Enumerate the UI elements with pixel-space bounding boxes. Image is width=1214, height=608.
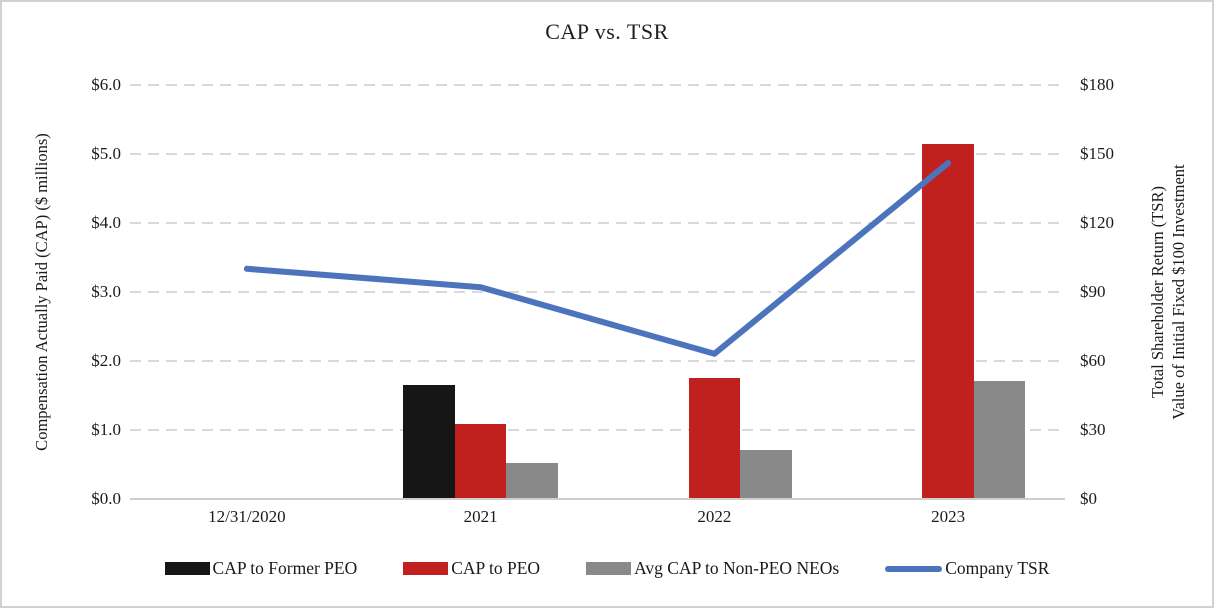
x-axis-label-2022: 2022 [697,507,732,526]
x-axis-line [130,497,1065,500]
gridline [130,152,1065,155]
legend-label: CAP to PEO [451,558,541,578]
right-axis-title-line2: Value of Initial Fixed $100 Investment [1169,164,1188,420]
gridline [130,359,1065,362]
left-axis-tick-label: $3.0 [91,281,121,301]
left-axis-tick-label: $5.0 [91,143,121,163]
legend-label: CAP to Former PEO [212,558,358,578]
legend-item-cap-to-peo: CAP to PEO [403,558,540,579]
right-axis-tick-label: $150 [1080,143,1114,163]
right-axis-tick-label: $90 [1080,281,1106,301]
legend-label: Company TSR [945,558,1050,578]
legend-item-company-tsr: Company TSR [885,558,1049,579]
bar-avg-cap-to-non-peo-neos-2021 [506,462,558,499]
x-axis-label-2021: 2021 [463,507,498,526]
right-axis-tick-label: $0 [1080,488,1097,508]
left-axis-tick-label: $1.0 [91,419,121,439]
right-axis-tick-label: $120 [1080,212,1114,232]
legend-bar-swatch [403,562,449,575]
left-axis-tick-label: $2.0 [91,350,121,370]
left-axis-tick-label: $6.0 [91,75,121,94]
bar-avg-cap-to-non-peo-neos-2023 [973,381,1026,499]
right-axis-title-line1: Total Shareholder Return (TSR) [1148,186,1167,398]
left-axis-tick-label: $4.0 [91,212,121,232]
left-axis-tick-label: $0.0 [91,488,121,508]
legend-bar-swatch [164,562,210,575]
right-axis-tick-label: $180 [1080,75,1114,94]
x-axis-label-12-31-2020: 12/31/2020 [208,507,286,526]
legend-bar-swatch [586,562,632,575]
legend: CAP to Former PEO CAP to PEO Avg CAP to No… [2,558,1212,579]
bar-avg-cap-to-non-peo-neos-2022 [740,450,792,499]
legend-label: Avg CAP to Non-PEO NEOs [634,558,840,578]
gridline [130,84,1065,86]
right-axis-tick-label: $60 [1080,350,1106,370]
legend-item-avg-cap-to-non-peo-neos: Avg CAP to Non-PEO NEOs [586,558,839,579]
right-axis-title: Total Shareholder Return (TSR) Value of … [1147,72,1191,512]
legend-line-swatch [885,565,943,572]
bar-cap-to-peo-2021 [454,424,507,499]
x-axis-label-2023: 2023 [931,507,966,526]
gridline [130,428,1065,431]
right-axis-tick-label: $30 [1080,419,1106,439]
chart-title: CAP vs. TSR [545,19,669,44]
company-tsr-line [243,160,952,357]
bar-cap-to-peo-2023 [922,143,974,499]
bar-cap-to-former-peo-2021 [403,384,455,499]
legend-item-cap-to-former-peo: CAP to Former PEO [164,558,358,579]
bar-cap-to-peo-2022 [688,377,741,499]
